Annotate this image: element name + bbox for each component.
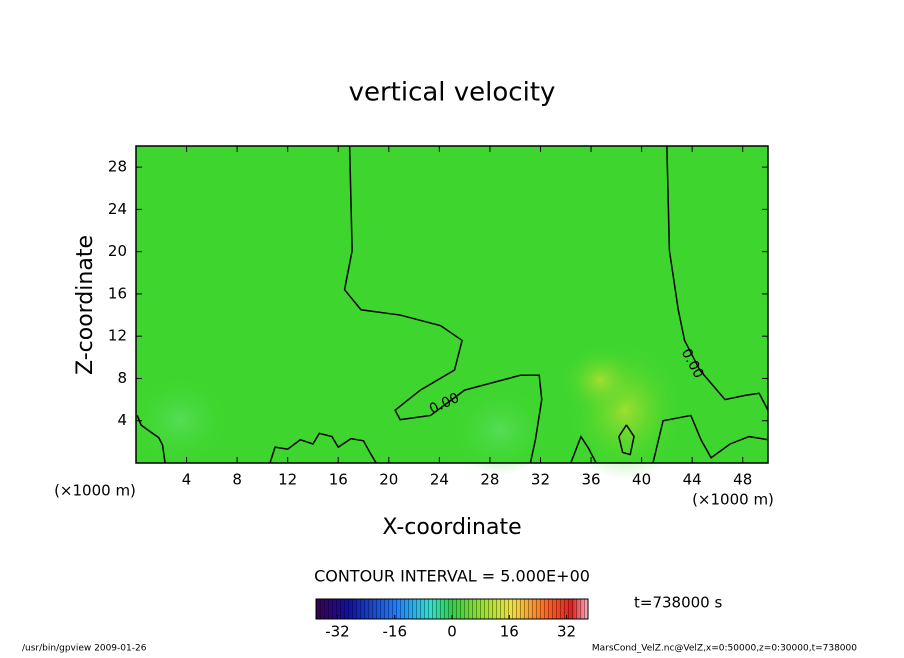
footer-right: MarsCond_VelZ.nc@VelZ,x=0:50000,z=0:3000… [592, 644, 857, 654]
x-tick-label: 24 [430, 471, 449, 489]
y-tick-label: 4 [117, 411, 127, 429]
x-tick-label: 8 [232, 471, 242, 489]
x-tick-label: 28 [480, 471, 499, 489]
time-label: t=738000 s [634, 594, 722, 612]
contour-line [618, 424, 635, 456]
y-unit: (×1000 m) [54, 482, 136, 500]
x-tick-label: 48 [733, 471, 752, 489]
colorbar-tick-label: 0 [447, 623, 457, 641]
y-axis-label: Z-coordinate [73, 235, 98, 375]
x-tick-label: 40 [632, 471, 651, 489]
x-unit: (×1000 m) [692, 491, 774, 509]
field-shading [450, 385, 550, 475]
x-tick-label: 16 [329, 471, 348, 489]
y-tick-label: 16 [108, 284, 127, 302]
x-tick-label: 32 [531, 471, 550, 489]
x-tick-label: 4 [182, 471, 192, 489]
plot-frame [135, 145, 769, 464]
y-tick-label: 12 [108, 327, 127, 345]
contour-line [343, 145, 543, 464]
field-shading [130, 375, 230, 465]
x-tick-label: 44 [683, 471, 702, 489]
contour-interval: CONTOUR INTERVAL = 5.000E+00 [314, 567, 590, 586]
colorbar-tick-label: 16 [500, 623, 519, 641]
colorbar-tick-label: -16 [382, 623, 407, 641]
contour-line [666, 145, 769, 411]
field-shading [560, 345, 640, 415]
footer-left: /usr/bin/gpview 2009-01-26 [22, 644, 147, 654]
colorbar-tick-label: 32 [557, 623, 576, 641]
chart-title: vertical velocity [349, 78, 556, 108]
y-tick-label: 8 [117, 369, 127, 387]
x-axis-label: X-coordinate [382, 515, 521, 540]
contour-line [136, 415, 166, 464]
x-tick-label: 36 [581, 471, 600, 489]
colorbar-cells [316, 599, 588, 619]
colorbar-tick-label: -32 [325, 623, 350, 641]
y-tick-label: 28 [108, 158, 127, 176]
x-tick-label: 20 [379, 471, 398, 489]
contour-line [269, 432, 377, 464]
y-tick-label: 20 [108, 242, 127, 260]
x-tick-label: 12 [278, 471, 297, 489]
contour-line [570, 434, 597, 464]
y-tick-label: 24 [108, 200, 127, 218]
contour-line [652, 414, 769, 464]
